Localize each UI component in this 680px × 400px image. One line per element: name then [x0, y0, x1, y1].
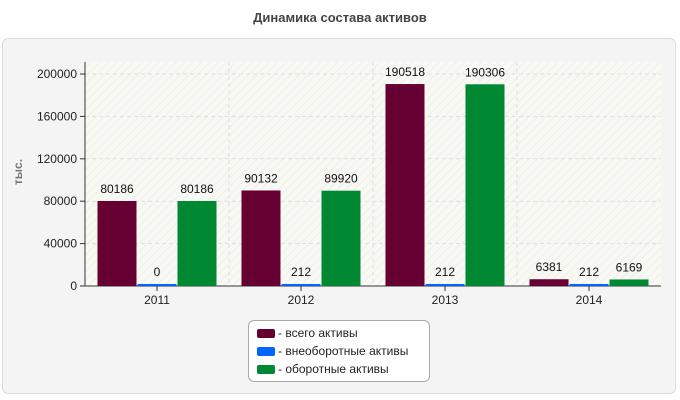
bar-value-label: 6169 [616, 260, 643, 274]
bar [177, 201, 217, 286]
bar-value-label: 80186 [100, 182, 134, 196]
y-tick-label: 40000 [44, 237, 78, 251]
bar [465, 84, 505, 287]
legend-item: - внеоборотные активы [257, 342, 429, 360]
bar [137, 284, 177, 286]
x-tick-label: 2011 [144, 293, 170, 307]
bar [97, 201, 137, 286]
bar [569, 284, 609, 286]
bar [529, 279, 569, 286]
bar-value-label: 0 [154, 265, 161, 279]
bar-value-label: 190518 [385, 65, 425, 79]
y-tick-label: 80000 [44, 194, 78, 208]
bar-value-label: 80186 [180, 182, 214, 196]
bar-value-label: 212 [435, 265, 455, 279]
bar [385, 84, 425, 286]
y-tick-label: 120000 [37, 152, 77, 166]
x-tick-label: 2013 [432, 293, 459, 307]
legend-item: - оборотные активы [257, 360, 429, 378]
chart-title: Динамика состава активов [253, 10, 427, 25]
y-tick-label: 0 [70, 279, 77, 293]
legend-label: - всего активы [278, 326, 358, 340]
bar-value-label: 212 [579, 265, 599, 279]
x-tick-label: 2012 [288, 293, 315, 307]
chart-legend: - всего активы - внеоборотные активы - обо… [248, 320, 430, 382]
bar-value-label: 90132 [244, 171, 278, 185]
legend-label: - оборотные активы [278, 362, 389, 376]
y-tick-label: 160000 [37, 109, 77, 123]
x-tick-label: 2014 [576, 293, 603, 307]
bar [241, 190, 281, 286]
y-axis-label: тыс. [11, 159, 25, 185]
bar [281, 284, 321, 286]
bar [321, 190, 361, 286]
legend-label: - внеоборотные активы [278, 344, 409, 358]
bar-value-label: 190306 [465, 65, 505, 79]
legend-swatch [257, 346, 275, 356]
bar-value-label: 89920 [324, 172, 358, 186]
legend-swatch [257, 364, 275, 374]
bar [609, 279, 649, 286]
bar-value-label: 6381 [536, 260, 563, 274]
y-tick-label: 200000 [37, 67, 77, 81]
legend-swatch [257, 328, 275, 338]
legend-item: - всего активы [257, 324, 429, 342]
bar-value-label: 212 [291, 265, 311, 279]
bar [425, 284, 465, 286]
